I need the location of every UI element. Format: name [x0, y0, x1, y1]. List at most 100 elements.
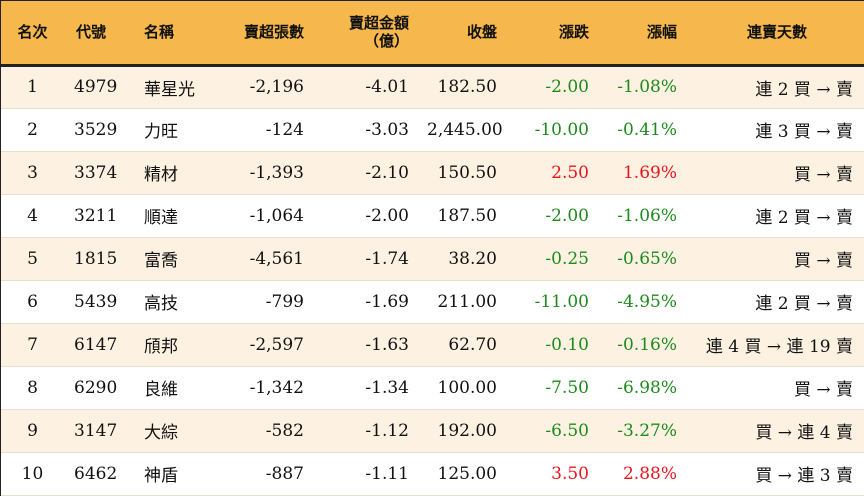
- cell-code: 3374: [64, 151, 132, 195]
- cell-close: 125.00: [421, 452, 509, 496]
- cell-change-pct: -6.98%: [601, 366, 689, 410]
- header-rank: 名次: [1, 1, 64, 67]
- table-row: 10 6462 神盾 -887 -1.11 125.00 3.50 2.88% …: [1, 452, 864, 496]
- cell-change-pct: -3.27%: [601, 409, 689, 453]
- table-row: 5 1815 富喬 -4,561 -1.74 38.20 -0.25 -0.65…: [1, 237, 864, 281]
- cell-shares: -799: [214, 280, 316, 324]
- cell-name: 精材: [132, 151, 214, 195]
- header-oversold-amount-line2: （億）: [363, 32, 409, 51]
- cell-name: 大綜: [132, 409, 214, 453]
- header-change: 漲跌: [509, 1, 601, 67]
- cell-close: 182.50: [421, 65, 509, 109]
- cell-shares: -1,393: [214, 151, 316, 195]
- table-row: 6 5439 高技 -799 -1.69 211.00 -11.00 -4.95…: [1, 280, 864, 324]
- cell-rank: 9: [1, 409, 64, 453]
- cell-close: 187.50: [421, 194, 509, 238]
- cell-name: 頎邦: [132, 323, 214, 367]
- cell-shares: -2,196: [214, 65, 316, 109]
- cell-rank: 7: [1, 323, 64, 367]
- cell-amount: -3.03: [316, 108, 421, 152]
- cell-rank: 6: [1, 280, 64, 324]
- cell-close: 150.50: [421, 151, 509, 195]
- cell-rank: 3: [1, 151, 64, 195]
- cell-shares: -1,342: [214, 366, 316, 410]
- header-oversold-shares: 賣超張數: [214, 1, 316, 67]
- cell-streak: 連 2 買 → 賣: [689, 65, 864, 109]
- table-row: 9 3147 大綜 -582 -1.12 192.00 -6.50 -3.27%…: [1, 409, 864, 453]
- cell-close: 62.70: [421, 323, 509, 367]
- cell-change: -2.00: [509, 194, 601, 238]
- cell-change: -0.25: [509, 237, 601, 281]
- cell-amount: -2.10: [316, 151, 421, 195]
- cell-change: -11.00: [509, 280, 601, 324]
- cell-amount: -1.34: [316, 366, 421, 410]
- cell-streak: 連 4 買 → 連 19 賣: [689, 323, 864, 367]
- cell-shares: -887: [214, 452, 316, 496]
- cell-amount: -1.12: [316, 409, 421, 453]
- cell-change: -0.10: [509, 323, 601, 367]
- table-row: 2 3529 力旺 -124 -3.03 2,445.00 -10.00 -0.…: [1, 108, 864, 152]
- cell-code: 6147: [64, 323, 132, 367]
- cell-shares: -2,597: [214, 323, 316, 367]
- cell-rank: 2: [1, 108, 64, 152]
- header-oversold-amount-line1: 賣超金額: [348, 14, 409, 33]
- table-header-row: 名次 代號 名稱 賣超張數 賣超金額 （億） 收盤 漲跌 漲幅 連賣天數: [1, 1, 864, 67]
- cell-code: 3211: [64, 194, 132, 238]
- header-close: 收盤: [421, 1, 509, 67]
- cell-name: 順達: [132, 194, 214, 238]
- cell-change: -10.00: [509, 108, 601, 152]
- header-change-pct: 漲幅: [601, 1, 689, 67]
- table-row: 3 3374 精材 -1,393 -2.10 150.50 2.50 1.69%…: [1, 151, 864, 195]
- header-code: 代號: [64, 1, 132, 67]
- cell-streak: 買 → 賣: [689, 366, 864, 410]
- table-row: 8 6290 良維 -1,342 -1.34 100.00 -7.50 -6.9…: [1, 366, 864, 410]
- cell-code: 3147: [64, 409, 132, 453]
- cell-close: 100.00: [421, 366, 509, 410]
- cell-amount: -1.63: [316, 323, 421, 367]
- cell-rank: 4: [1, 194, 64, 238]
- cell-close: 2,445.00: [421, 108, 509, 152]
- cell-change: -7.50: [509, 366, 601, 410]
- cell-code: 5439: [64, 280, 132, 324]
- cell-change-pct: -1.08%: [601, 65, 689, 109]
- cell-code: 1815: [64, 237, 132, 281]
- cell-amount: -2.00: [316, 194, 421, 238]
- cell-streak: 連 2 買 → 賣: [689, 194, 864, 238]
- cell-change-pct: -4.95%: [601, 280, 689, 324]
- cell-streak: 連 3 買 → 賣: [689, 108, 864, 152]
- cell-name: 高技: [132, 280, 214, 324]
- cell-code: 4979: [64, 65, 132, 109]
- cell-rank: 8: [1, 366, 64, 410]
- cell-rank: 1: [1, 65, 64, 109]
- cell-streak: 買 → 賣: [689, 151, 864, 195]
- cell-name: 力旺: [132, 108, 214, 152]
- cell-amount: -4.01: [316, 65, 421, 109]
- cell-change-pct: -0.16%: [601, 323, 689, 367]
- cell-streak: 連 2 買 → 賣: [689, 280, 864, 324]
- cell-name: 富喬: [132, 237, 214, 281]
- cell-change-pct: 2.88%: [601, 452, 689, 496]
- cell-code: 6462: [64, 452, 132, 496]
- cell-change: -6.50: [509, 409, 601, 453]
- cell-amount: -1.11: [316, 452, 421, 496]
- cell-change-pct: 1.69%: [601, 151, 689, 195]
- cell-rank: 5: [1, 237, 64, 281]
- cell-shares: -582: [214, 409, 316, 453]
- cell-name: 良維: [132, 366, 214, 410]
- cell-shares: -4,561: [214, 237, 316, 281]
- cell-close: 211.00: [421, 280, 509, 324]
- cell-change-pct: -0.41%: [601, 108, 689, 152]
- cell-name: 神盾: [132, 452, 214, 496]
- cell-close: 192.00: [421, 409, 509, 453]
- cell-change: 3.50: [509, 452, 601, 496]
- header-streak: 連賣天數: [689, 1, 864, 67]
- cell-shares: -1,064: [214, 194, 316, 238]
- cell-change: -2.00: [509, 65, 601, 109]
- cell-amount: -1.74: [316, 237, 421, 281]
- cell-code: 6290: [64, 366, 132, 410]
- table-body: 1 4979 華星光 -2,196 -4.01 182.50 -2.00 -1.…: [1, 65, 864, 496]
- header-oversold-amount: 賣超金額 （億）: [316, 1, 421, 67]
- cell-close: 38.20: [421, 237, 509, 281]
- cell-streak: 買 → 連 3 賣: [689, 452, 864, 496]
